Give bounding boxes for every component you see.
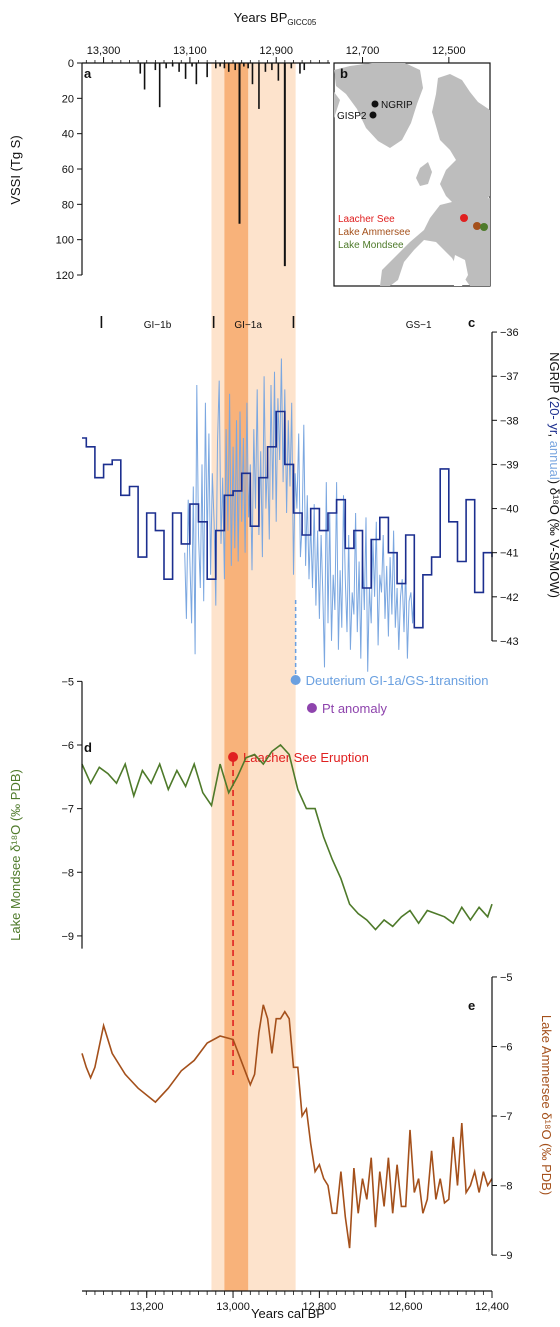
- ngrip-20yr-line: [82, 410, 493, 629]
- vssi-y-tick-label: 20: [62, 93, 74, 105]
- canada-shape: [334, 92, 340, 118]
- legend-lake-mondsee: Lake Mondsee: [338, 240, 404, 251]
- panel-letter-a: a: [84, 66, 92, 81]
- gisp2-marker: [369, 111, 377, 119]
- top-x-axis-title: Years BPGICC05: [234, 10, 317, 27]
- ngrip-y-tick-label: −36: [500, 327, 519, 339]
- stadial-label: GI−1b: [144, 320, 172, 331]
- ngrip-marker: [371, 100, 379, 108]
- vssi-y-axis: 0 20 40 60 80 100 120: [56, 58, 83, 282]
- ngrip-y-axis: −36 −37 −38 −39 −40 −41 −42 −43: [491, 327, 519, 648]
- ngrip-y-tick-label: −40: [500, 504, 519, 516]
- bottom-x-axis-title: Years cal BP: [251, 1306, 325, 1321]
- panel-c-ngrip: GI−1b GI−1a GS−1 −36−37−38−39−40−41−42−43 …: [82, 315, 560, 672]
- vssi-y-tick-label: 100: [56, 235, 74, 247]
- panel-b-map: NGRIP GISP2 Laacher See Lake Ammersee La…: [333, 62, 491, 287]
- top-x-tick-label: 12,900: [259, 45, 293, 57]
- vssi-y-tick-label: 40: [62, 129, 74, 141]
- ammersee-y-tick-label: −9: [500, 1250, 513, 1262]
- mondsee-axis-title: Lake Mondsee δ¹⁸O (‰ PDB): [8, 769, 23, 941]
- scandinavia-shape: [432, 74, 490, 210]
- gisp2-label: GISP2: [337, 111, 367, 122]
- panel-letter-c: c: [468, 315, 475, 330]
- ammersee-axis-title: Lake Ammersee δ¹⁸O (‰ PDB): [539, 1015, 554, 1195]
- mondsee-y-tick-label: −6: [61, 740, 74, 752]
- british-isles-shape: [416, 162, 432, 186]
- ngrip-label: NGRIP: [381, 100, 413, 111]
- ngrip-y-tick-label: −42: [500, 592, 519, 604]
- legend-laacher-see: Laacher See: [338, 214, 395, 225]
- greenland-shape: [334, 63, 423, 148]
- ngrip-y-tick-label: −38: [500, 415, 519, 427]
- band-dark: [224, 63, 249, 1291]
- mondsee-y-tick-label: −9: [61, 931, 74, 943]
- legend-lake-ammersee: Lake Ammersee: [338, 227, 411, 238]
- vssi-axis-title: VSSI (Tg S): [8, 135, 23, 204]
- mondsee-y-tick-label: −7: [61, 804, 74, 816]
- stadial-label: GS−1: [406, 320, 432, 331]
- mondsee-y-tick-label: −8: [61, 867, 74, 879]
- ngrip-y-tick-label: −39: [500, 459, 519, 471]
- pt-anomaly-marker: [306, 703, 317, 713]
- top-x-tick-label: 13,100: [173, 45, 207, 57]
- panel-letter-e: e: [468, 998, 475, 1013]
- event-annotations: Deuterium GI-1a/GS-1transition Pt anomal…: [228, 600, 488, 1075]
- panel-a-vssi: Years BPGICC05 13,300 13,100 12,900 12,700 1…: [8, 10, 466, 282]
- bottom-x-tick-label: 12,400: [475, 1301, 509, 1313]
- ngrip-y-tick-label: −37: [500, 371, 519, 383]
- vssi-y-tick-label: 80: [62, 199, 74, 211]
- mondsee-y-axis: −5 −6 −7 −8 −9: [61, 676, 83, 949]
- band-light: [211, 63, 296, 1291]
- bottom-x-tick-label: 13,000: [216, 1301, 250, 1313]
- deuterium-marker: [290, 675, 301, 685]
- adriatic-shape: [452, 255, 468, 286]
- panel-letter-b: b: [340, 66, 348, 81]
- bottom-x-tick-label: 12,600: [389, 1301, 423, 1313]
- laacher-see-eruption-label: Laacher See Eruption: [243, 750, 369, 765]
- ammersee-line: [81, 1004, 493, 1249]
- mondsee-series: [81, 743, 493, 931]
- panel-d-mondsee: −5 −6 −7 −8 −9 Lake Mondsee δ¹⁸O (‰ PDB) d: [8, 676, 493, 949]
- lake-mondsee-marker: [480, 223, 488, 231]
- ammersee-series: [81, 1004, 493, 1249]
- vssi-y-tick-label: 120: [56, 270, 74, 282]
- top-x-tick-label: 12,700: [346, 45, 380, 57]
- ngrip-axis-title: NGRIP (20- yr, annual) δ¹⁸O (‰ V-SMOW): [547, 352, 560, 598]
- vssi-y-tick-label: 0: [68, 58, 74, 70]
- bottom-x-tick-label: 13,200: [130, 1301, 164, 1313]
- stadial-label: GI−1a: [234, 320, 262, 331]
- bottom-x-tick-label: 12,800: [303, 1301, 337, 1313]
- ammersee-y-axis: −5 −6 −7 −8 −9: [491, 972, 513, 1262]
- chronology-bands: [211, 63, 296, 1291]
- ngrip-annual-line: [184, 358, 415, 672]
- deuterium-label: Deuterium GI-1a/GS-1transition: [306, 673, 489, 688]
- ngrip-y-tick-label: −43: [500, 636, 519, 648]
- vssi-bars: [139, 63, 306, 267]
- panel-letter-d: d: [84, 740, 92, 755]
- top-x-tick-label: 12,500: [432, 45, 466, 57]
- stadial-labels: GI−1b GI−1a GS−1: [100, 316, 432, 331]
- top-x-tick-label: 13,300: [87, 45, 121, 57]
- ammersee-y-tick-label: −5: [500, 972, 513, 984]
- mondsee-line: [81, 743, 493, 931]
- laacher-see-marker: [460, 214, 468, 222]
- ammersee-y-tick-label: −7: [500, 1111, 513, 1123]
- panel-e-ammersee: −5−6−7−8−9 Lake Ammersee δ¹⁸O (‰ PDB) e …: [81, 972, 554, 1321]
- laacher-see-eruption-marker: [228, 752, 239, 762]
- ngrip-series: [82, 358, 493, 672]
- lake-ammersee-marker: [473, 222, 481, 230]
- bottom-x-axis: 13,200 13,000 12,800 12,600 12,400: [82, 1290, 509, 1313]
- ngrip-y-tick-label: −41: [500, 548, 519, 560]
- ammersee-y-tick-label: −8: [500, 1181, 513, 1193]
- top-x-axis-ticks: 13,300 13,100 12,900 12,700 12,500: [82, 45, 466, 64]
- vssi-y-tick-label: 60: [62, 164, 74, 176]
- mondsee-y-tick-label: −5: [61, 676, 74, 688]
- pt-anomaly-label: Pt anomaly: [322, 701, 388, 716]
- ammersee-y-tick-label: −6: [500, 1041, 513, 1053]
